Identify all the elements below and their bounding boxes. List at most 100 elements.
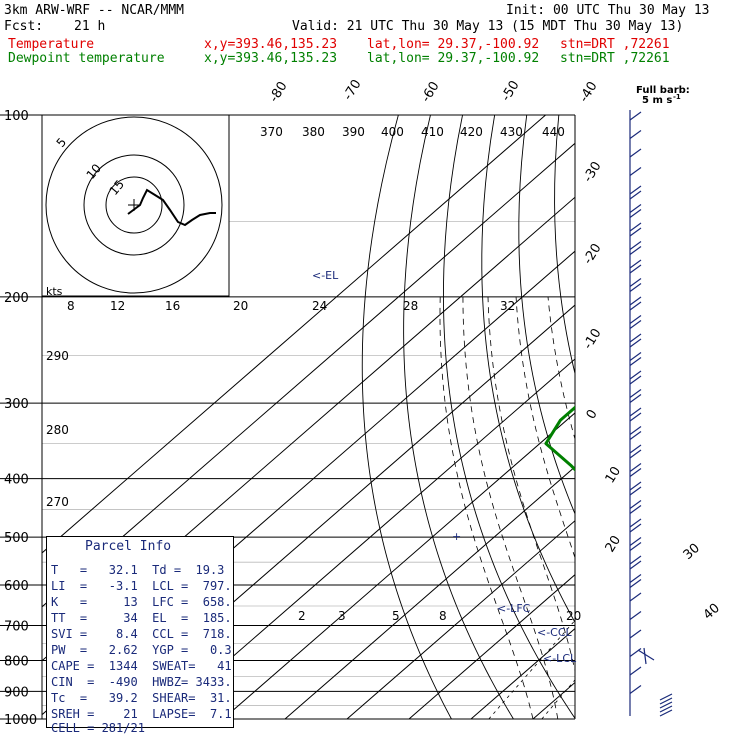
theta-label-400: 400 [381,125,404,139]
isotherm-20 [719,115,740,719]
dry-adiabat-290 [518,115,575,515]
isotherm-label--70: -70 [341,77,365,103]
wind-barb-sfc [659,693,673,701]
isotherm-label-0: 0 [584,407,601,422]
level-label-lcl: <-LCL [543,652,577,665]
wind-barb-flag [629,320,642,329]
hodograph-ring-3 [45,116,223,294]
isotherm--20 [470,627,575,719]
wind-barb-sfc [659,705,673,713]
wind-barb-flag [629,241,642,250]
parcel-info-panel: Parcel Info T = 32.1 Td = 19.3 LI = -3.1… [46,536,234,735]
mixing-ratio-2 [541,679,575,719]
parcel-row-k: K = 13 LFC = 658. [51,595,232,609]
mixing-ratio-low-label-2: 2 [298,609,306,623]
mixing-ratio-label-16: 16 [165,299,180,313]
pressure-label-200: 200 [4,291,29,306]
theta-label-380: 380 [302,125,325,139]
wind-barb-low-1 [637,649,655,661]
legend-temperature-stn: stn=DRT ,72261 [560,37,670,52]
legend-dewpoint-stn: stn=DRT ,72261 [560,51,670,66]
wind-barb-flag [629,463,642,472]
wind-barb-flag [629,222,642,232]
wind-barb-flag [629,185,642,195]
wind-barb-flag [629,560,642,570]
parcel-row-cape: CAPE = 1344 SWEAT= 41 [51,659,232,673]
mixing-ratio-label-32: 32 [500,299,515,313]
dry-adiabat-270 [442,115,575,719]
legend-temperature-name: Temperature [8,37,95,52]
wind-barb-sfc [659,709,673,717]
pressure-label-800: 800 [4,654,29,669]
moist-adiabat-18 [680,297,732,719]
forecast-hour: 21 h [74,19,106,34]
theta-label-420: 420 [460,125,483,139]
parcel-row-tt: TT = 34 EL = 185. [51,611,232,625]
legend-temperature-xy: x,y=393.46,135.23 [204,37,338,52]
mixing-ratio-low-label-3: 3 [338,609,346,623]
wind-barb-flag [629,394,642,403]
pressure-label-900: 900 [4,685,29,700]
theta-left-label-270: 270 [46,495,69,509]
parcel-row-t: T = 32.1 Td = 19.3 [51,563,225,577]
wind-scale-title: Full barb: [636,85,690,96]
theta-label-430: 430 [500,125,523,139]
parcel-info-title: Parcel Info [85,539,172,554]
dry-adiabat-280 [481,115,575,624]
isotherm-label--20: -20 [581,241,605,267]
mixing-ratio-16 [726,585,740,719]
wind-barb-flag [629,518,642,528]
wind-barb-flag [629,629,642,639]
wind-barb-flag [629,444,642,454]
dry-adiabat-310 [589,115,740,732]
wind-barb-flag [629,648,642,657]
valid-time: Valid: 21 UTC Thu 30 May 13 (15 MDT Thu … [292,19,684,34]
wind-barb-flag [629,227,642,237]
isotherm--30 [408,573,575,719]
pressure-label-300: 300 [4,397,29,412]
legend-dewpoint-name: Dewpoint temperature [8,51,165,66]
wind-barb-flag [629,190,642,200]
wind-barb-flag [629,574,642,583]
isotherm-label-10: 10 [603,464,624,486]
wind-barb-flag [629,111,642,121]
wind-barb-flag [629,666,642,676]
wind-barb-flag [629,412,642,422]
mixing-ratio-low-label-20: 20 [566,609,581,623]
isotherm-label--80: -80 [267,79,291,105]
wind-barb-flag [629,333,642,343]
wind-barb-flag [629,357,642,366]
parcel-row-tc: Tc = 39.2 SHEAR= 31. [51,691,232,705]
wind-barb-flag [629,431,642,440]
moist-adiabat-22 [731,297,740,719]
wind-barb-flag [629,130,642,139]
parcel-row-cell: CELL = 281/21 [51,721,145,735]
isotherm--120 [42,115,546,554]
wind-barb-flag [629,611,642,620]
wind-barb-flag [629,375,642,385]
wind-barb-flag [629,296,642,306]
legend-dewpoint-latlon: lat,lon= 29.37,-100.92 [367,51,540,66]
isotherm--60 [222,412,575,719]
mixing-ratio-label-12: 12 [110,299,125,313]
moist-adiabat--10 [439,296,534,719]
dry-adiabat-300 [554,115,575,376]
level-label-ccl: <-CCL [537,626,573,639]
wind-barb-sfc [659,701,673,709]
theta-label-390: 390 [342,125,365,139]
isotherm-label--40: -40 [577,79,601,105]
wind-barb-flag [629,389,642,398]
parcel-row-cin: CIN = -490 HWBZ= 3433. [51,675,232,689]
wind-barb-flag [629,523,642,533]
moist-adiabat--6 [462,296,559,719]
level-label-lfc: <-LFC [497,602,531,615]
wind-barb-flag [629,246,642,255]
isotherm--110 [42,142,575,608]
legend-dewpoint-xy: x,y=393.46,135.23 [204,51,338,66]
wind-barb-flag [629,579,642,588]
legend-temperature-latlon: lat,lon= 29.37,-100.92 [367,37,540,52]
wind-barb-flag [629,338,642,348]
theta-label-370: 370 [260,125,283,139]
isotherm--40 [346,520,575,719]
hodograph-units: kts [46,285,63,298]
